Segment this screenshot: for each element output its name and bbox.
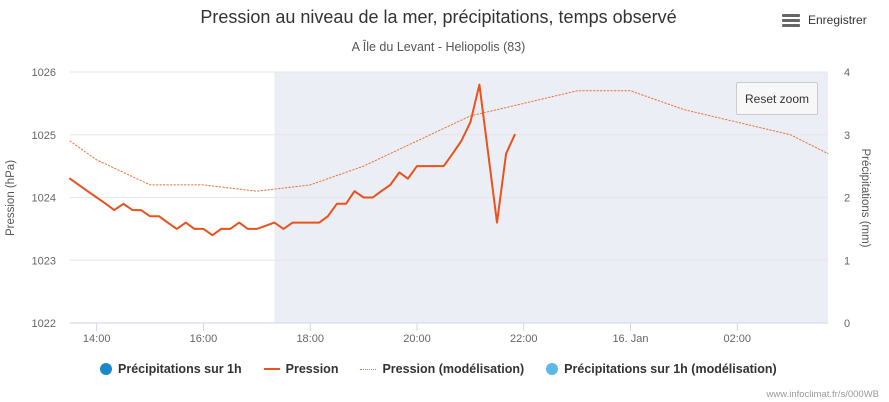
legend-pression-line-icon [263,368,280,370]
legend-precip-model-label: Précipitations sur 1h (modélisation) [564,362,777,376]
legend-precip-model-dot-icon [546,363,559,375]
x-tick-label: 20:00 [403,333,431,345]
x-tick-label: 02:00 [723,333,751,345]
chart-title: Pression au niveau de la mer, précipitat… [200,7,677,27]
credit-link[interactable]: www.infoclimat.fr/s/000WB [766,389,879,400]
chart-subtitle: A Île du Levant - Heliopolis (83) [351,40,526,54]
x-tick-label: 16. Jan [612,333,648,345]
series-layer [69,83,829,237]
y-right-tick-label: 0 [844,318,850,330]
y-axis-left: 1022 1023 1024 1025 1026 [32,67,56,330]
x-tick-label: 22:00 [510,333,538,345]
y-axis-right-title: Précipitations (mm) [859,148,871,247]
legend-pression-model-label: Pression (modélisation) [382,362,525,376]
x-tick-label: 14:00 [83,333,111,345]
y-axis-left-title: Pression (hPa) [5,160,17,236]
legend-precip-dot-icon [100,363,112,375]
y-left-tick-label: 1025 [32,130,56,142]
legend: Précipitations sur 1h Pression Pression … [100,362,799,376]
legend-pression-label: Pression [285,362,339,376]
gridlines [70,71,828,324]
menu-icon [782,13,800,27]
reset-zoom-button[interactable]: Reset zoom [736,82,818,115]
y-left-tick-label: 1023 [32,255,56,267]
legend-pression-model-line-icon [360,368,377,370]
legend-item-pression-model[interactable]: Pression (modélisation) [360,362,524,376]
y-left-tick-label: 1022 [32,318,56,330]
x-tick-label: 16:00 [190,333,218,345]
y-right-tick-label: 1 [844,255,850,267]
legend-item-pression[interactable]: Pression [263,362,339,376]
y-right-tick-label: 2 [844,193,850,205]
y-axis-right: 0 1 2 3 4 [844,67,850,330]
legend-item-precip-model[interactable]: Précipitations sur 1h (modélisation) [546,362,777,376]
y-right-tick-label: 3 [844,130,850,142]
series-line-pression [69,83,516,237]
export-button[interactable]: Enregistrer [782,13,867,27]
y-left-tick-label: 1024 [32,193,56,205]
x-axis: 14:00 16:00 18:00 20:00 22:00 16. Jan 02:00 [83,323,751,345]
legend-item-precip[interactable]: Précipitations sur 1h [100,362,242,376]
y-right-tick-label: 4 [844,67,850,79]
y-left-tick-label: 1026 [32,67,56,79]
export-label: Enregistrer [808,13,867,27]
x-tick-label: 18:00 [296,333,324,345]
legend-precip-label: Précipitations sur 1h [118,362,242,376]
